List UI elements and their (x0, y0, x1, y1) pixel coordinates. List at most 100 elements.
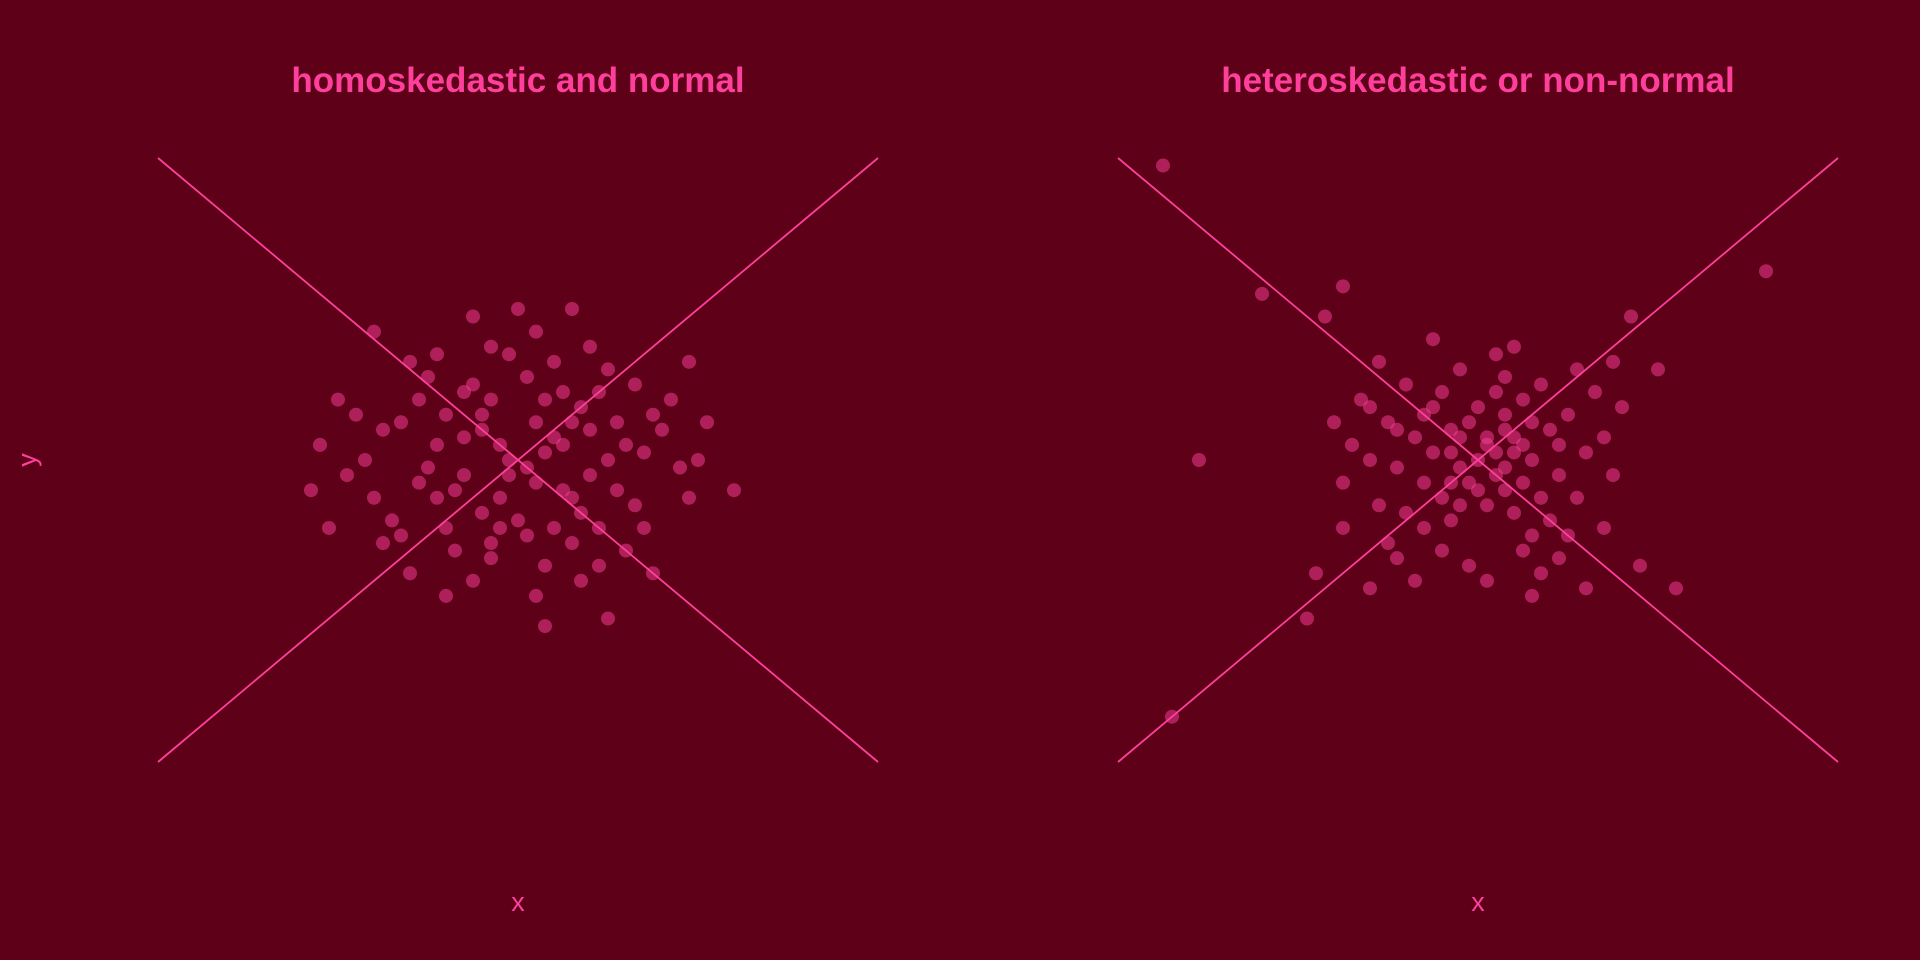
scatter-point (484, 392, 498, 407)
scatter-point (1435, 490, 1449, 505)
scatter-point (1471, 453, 1485, 467)
scatter-point (1462, 475, 1476, 490)
scatter-point (1606, 354, 1620, 369)
scatter-point (1489, 385, 1503, 400)
scatter-point (412, 392, 426, 407)
scatter-point (1579, 445, 1593, 460)
scatter-point (583, 422, 597, 437)
scatter-point (376, 422, 390, 437)
scatter-point (358, 453, 372, 467)
scatter-point (610, 415, 624, 430)
shared-y-axis-label: y (12, 453, 42, 467)
scatter-point (691, 453, 705, 467)
scatter-point (493, 490, 507, 505)
scatter-point (1417, 520, 1431, 535)
scatter-point (610, 483, 624, 498)
scatter-point (430, 347, 444, 362)
scatter-point (1570, 362, 1584, 377)
scatter-point (1516, 543, 1530, 558)
scatter-point (601, 362, 615, 377)
scatter-point (601, 453, 615, 467)
scatter-point (1390, 422, 1404, 437)
scatter-point (1597, 430, 1611, 445)
scatter-point (646, 407, 660, 422)
panel-homoskedastic: homoskedastic and normal x (157, 61, 879, 917)
scatter-point (1489, 347, 1503, 362)
scatter-point (1516, 475, 1530, 490)
scatter-point (1444, 513, 1458, 528)
panel-title: heteroskedastic or non-normal (1221, 61, 1734, 100)
scatter-point (1372, 354, 1386, 369)
scatter-point (484, 339, 498, 354)
scatter-point (331, 392, 345, 407)
scatter-point (1543, 422, 1557, 437)
scatter-point (1561, 528, 1575, 543)
scatter-point (1633, 558, 1647, 573)
scatter-point (1192, 453, 1206, 467)
scatter-point (1525, 588, 1539, 603)
scatter-point (394, 415, 408, 430)
scatter-point (574, 400, 588, 415)
scatter-point (475, 422, 489, 437)
scatter-point (1651, 362, 1665, 377)
reference-line-1 (157, 157, 879, 763)
scatter-point (313, 437, 327, 452)
scatter-point (520, 369, 534, 384)
scatter-point (511, 513, 525, 528)
scatter-point (583, 339, 597, 354)
scatter-point (421, 460, 435, 475)
scatter-point (1300, 611, 1314, 626)
scatter-point (592, 520, 606, 535)
scatter-point (1624, 309, 1638, 324)
scatter-point (502, 347, 516, 362)
scatter-point (1525, 528, 1539, 543)
scatter-point (1552, 551, 1566, 566)
scatter-point (502, 453, 516, 467)
scatter-point (583, 468, 597, 483)
scatter-point (403, 566, 417, 581)
scatter-point (1453, 362, 1467, 377)
scatter-point (682, 490, 696, 505)
scatter-point (1327, 415, 1341, 430)
x-axis-label: x (1471, 887, 1485, 917)
scatter-point (619, 543, 633, 558)
scatter-point (511, 302, 525, 316)
scatter-point (1453, 430, 1467, 445)
scatter-point (1453, 498, 1467, 513)
scatter-point (1444, 445, 1458, 460)
scatter-point (1588, 385, 1602, 400)
scatter-point (1462, 415, 1476, 430)
scatter-point (421, 369, 435, 384)
scatter-point (556, 483, 570, 498)
scatter-point (619, 437, 633, 452)
scatter-point (529, 324, 543, 339)
scatter-point (1336, 475, 1350, 490)
scatter-point (1399, 505, 1413, 520)
scatter-point (1480, 498, 1494, 513)
scatter-point (1498, 422, 1512, 437)
scatter-point (466, 309, 480, 324)
scatter-point (520, 460, 534, 475)
scatter-point (475, 407, 489, 422)
scatter-point (1408, 573, 1422, 588)
scatter-point (1336, 279, 1350, 294)
scatter-point (367, 490, 381, 505)
scatter-point (1525, 453, 1539, 467)
scatter-point (1165, 709, 1179, 724)
scatter-point (430, 437, 444, 452)
scatter-point (403, 354, 417, 369)
scatter-point (322, 520, 336, 535)
scatter-point (466, 573, 480, 588)
scatter-point (493, 437, 507, 452)
scatter-point (1534, 377, 1548, 392)
scatter-point (1435, 543, 1449, 558)
scatter-point (493, 520, 507, 535)
scatter-point (439, 407, 453, 422)
scatter-point (385, 513, 399, 528)
scatter-point (565, 536, 579, 551)
scatter-point (1507, 505, 1521, 520)
scatter-point (529, 588, 543, 603)
scatter-point (664, 392, 678, 407)
scatter-point (1363, 581, 1377, 596)
